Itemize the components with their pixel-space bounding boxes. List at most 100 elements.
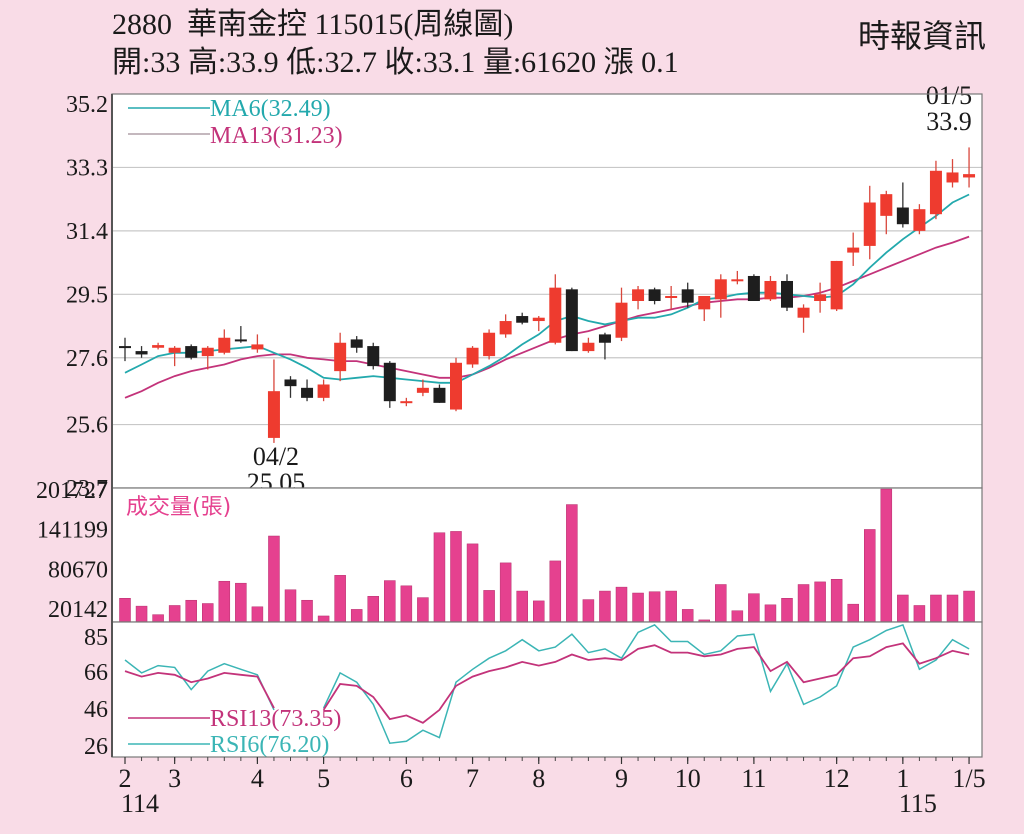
candle <box>383 361 396 408</box>
volume-bar <box>400 585 413 623</box>
candle <box>714 274 727 318</box>
volume-bar <box>913 605 926 623</box>
candle-body <box>367 346 380 367</box>
candle-body <box>466 347 479 365</box>
candle <box>863 185 876 260</box>
candle-body <box>781 280 793 308</box>
x-tick-label: 9 <box>615 764 628 793</box>
x-tick-label: 10 <box>675 764 701 793</box>
volume-bar <box>384 580 396 623</box>
candle <box>582 337 595 353</box>
candle-body <box>880 194 893 216</box>
candle <box>450 357 462 412</box>
price-tick-label: 35.2 <box>66 92 108 118</box>
candle <box>565 287 578 352</box>
x-tick-label: 7 <box>466 764 479 793</box>
candle <box>301 379 314 402</box>
rsi-panel-bg <box>112 622 982 757</box>
volume-bar <box>433 532 446 623</box>
volume-bar <box>284 589 297 623</box>
candle-body <box>681 289 694 303</box>
candle <box>119 337 131 362</box>
low-annotation-date: 04/2 <box>253 442 299 471</box>
volume-tick-label: 80670 <box>48 557 108 583</box>
candle-body <box>350 339 363 348</box>
candle-body <box>499 321 512 335</box>
candle-body <box>913 209 926 231</box>
source-label: 時報資訊 <box>857 18 986 54</box>
candle-body <box>847 247 860 253</box>
candle-body <box>830 260 843 310</box>
candle <box>963 147 976 188</box>
volume-bar <box>119 598 131 623</box>
volume-bar <box>814 581 826 623</box>
rsi6-legend-label: RSI6(76.20) <box>210 732 329 758</box>
candle-body <box>632 289 645 302</box>
candle-body <box>929 170 942 215</box>
candle <box>681 282 694 308</box>
candle <box>532 316 545 332</box>
x-tick-label: 1 <box>896 764 909 793</box>
x-tick-label: 1/5 <box>952 764 985 793</box>
ma13-legend-label: MA13(31.23) <box>210 123 343 149</box>
candle <box>847 232 860 266</box>
volume-bar <box>185 599 197 623</box>
rsi-tick-label: 26 <box>84 734 108 760</box>
ma13-line <box>124 235 970 399</box>
candle <box>466 346 479 368</box>
candle-body <box>383 362 396 402</box>
volume-bar <box>748 593 760 623</box>
volume-bar <box>301 599 313 623</box>
rsi-tick-label: 66 <box>84 660 108 686</box>
candle <box>218 329 231 355</box>
candle-body <box>863 202 876 246</box>
candle <box>896 182 909 228</box>
candle <box>615 287 628 342</box>
candle-body <box>218 337 231 353</box>
volume-bar <box>135 605 148 623</box>
x-tick-label: 5 <box>317 764 330 793</box>
candle <box>367 342 380 370</box>
candle <box>698 296 711 322</box>
volume-tick-label: 201727 <box>36 478 108 504</box>
candle-body <box>665 296 678 298</box>
price-tick-label: 31.4 <box>66 219 108 245</box>
candle-body <box>400 401 413 404</box>
candle <box>731 270 744 285</box>
candle <box>317 379 330 402</box>
candle <box>135 346 148 358</box>
candle-body <box>714 279 727 300</box>
candle-body <box>963 174 976 178</box>
volume-bar <box>317 615 330 623</box>
volume-bar <box>516 590 528 623</box>
price-tick-label: 25.6 <box>66 413 108 439</box>
candle <box>152 342 165 350</box>
candle <box>665 285 678 310</box>
rsi-panel: 85 66 46 26 RSI13(73.35)RSI6(76.20) <box>84 94 983 760</box>
candle-body <box>185 346 198 358</box>
price-tick-label: 23.7 <box>66 476 108 502</box>
candle <box>516 312 529 325</box>
candle-body <box>814 294 827 302</box>
candle-body <box>201 347 214 357</box>
candle <box>499 314 512 338</box>
candle-body <box>946 172 959 183</box>
volume-bar <box>582 599 595 623</box>
candle <box>929 160 942 220</box>
candle <box>284 376 297 398</box>
rsi13-line <box>124 642 970 724</box>
volume-bar <box>764 604 777 623</box>
volume-bar <box>681 609 694 623</box>
candle <box>251 334 264 353</box>
candle <box>797 304 810 333</box>
volume-bar <box>847 603 859 623</box>
volume-bar <box>367 596 379 623</box>
high-annotation-value: 33.9 <box>926 107 972 136</box>
candle <box>350 336 363 353</box>
candle-body <box>450 362 462 410</box>
volume-bar <box>648 591 661 623</box>
volume-bar <box>566 504 578 623</box>
volume-bar <box>218 580 231 623</box>
volume-bar <box>963 590 975 623</box>
candle <box>880 190 893 235</box>
